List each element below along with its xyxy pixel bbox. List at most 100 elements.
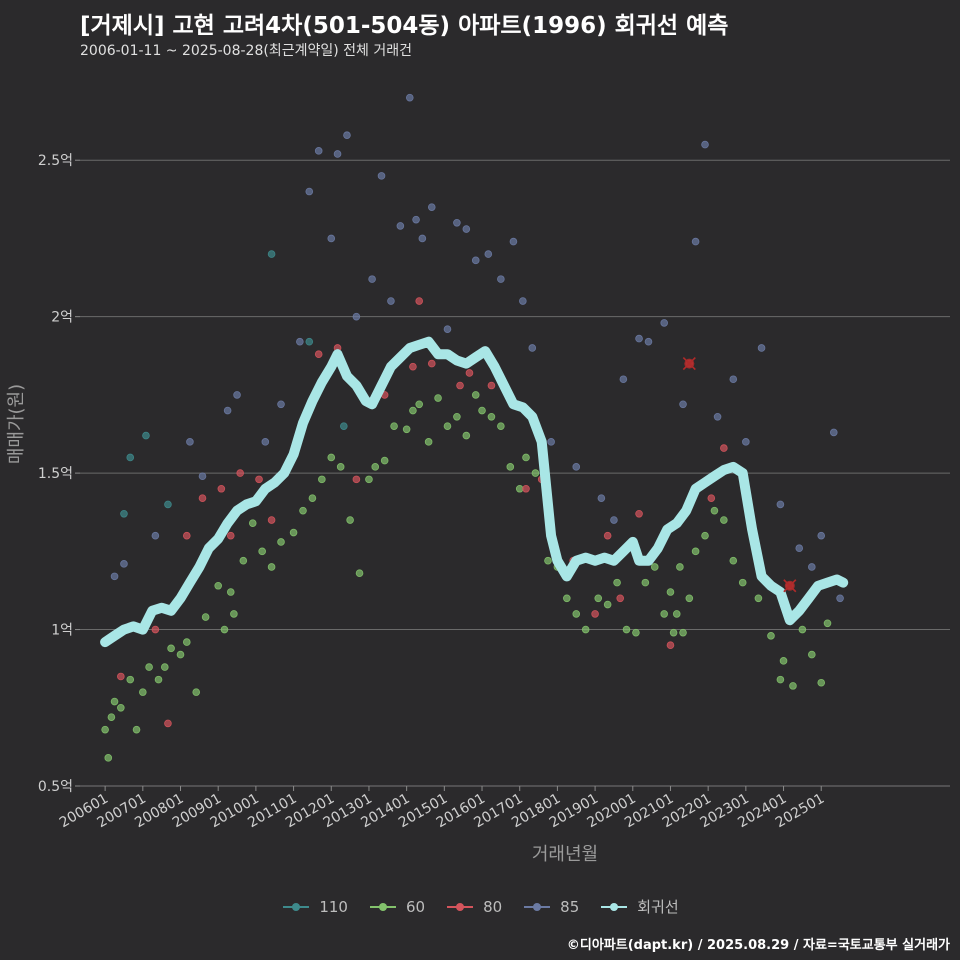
data-point-60 [506,463,515,471]
data-point-60 [738,578,747,587]
data-point-85 [151,531,160,540]
highlight-cross [783,579,797,593]
data-point-60 [823,619,832,628]
data-point-60 [613,578,621,587]
data-point-85 [223,406,232,415]
data-point-85 [619,375,628,384]
legend-key-icon [368,899,398,915]
data-point-60 [603,600,612,609]
legend-label: 85 [560,897,580,916]
data-point-85 [368,275,376,283]
data-point-85 [509,237,518,246]
data-point-60 [776,675,785,684]
legend-item-80: 80 [445,896,502,917]
data-point-60 [817,678,826,687]
data-point-60 [308,494,317,502]
legend-item-110: 110 [281,896,348,917]
data-point-85 [405,93,414,102]
data-points [101,93,844,762]
legend-key-icon [522,899,552,915]
data-point-85 [829,428,838,437]
data-point-85 [572,463,581,471]
data-point-80 [217,484,226,493]
data-point-60 [676,563,684,571]
data-point-85 [660,319,668,327]
data-point-60 [666,588,675,596]
data-point-60 [729,556,738,565]
data-point-60 [409,406,417,415]
data-point-60 [318,475,326,484]
data-point-80 [720,444,728,452]
data-point-60 [767,632,775,640]
data-point-60 [544,556,552,565]
data-point-80 [616,594,625,603]
legend-label: 80 [483,897,503,916]
data-point-60 [346,516,354,524]
data-point-60 [139,688,147,696]
data-point-60 [779,657,788,665]
data-point-85 [635,334,643,343]
data-point-80 [409,362,417,371]
data-point-80 [707,494,716,502]
data-point-85 [808,563,816,571]
data-point-85 [757,344,766,352]
trend-line [100,336,849,648]
y-axis-title: 매매가(원) [6,384,27,464]
data-point-60 [380,456,389,465]
grid-lines [80,159,950,787]
data-point-60 [453,412,461,421]
data-point-60 [101,725,109,734]
data-point-80 [182,531,191,540]
data-point-60 [145,663,153,671]
data-point-85 [277,400,285,409]
trend-line-group [100,336,849,648]
data-point-60 [798,625,807,634]
data-point-85 [644,337,653,346]
data-point-60 [176,650,185,659]
data-point-60 [789,682,797,690]
data-point-60 [167,644,175,653]
data-point-110 [126,453,135,462]
data-point-85 [396,222,405,230]
data-point-85 [198,472,207,481]
data-point-60 [462,431,471,440]
data-point-85 [484,250,493,258]
data-point-80 [151,625,160,634]
x-axis-title: 거래년월 [532,844,598,865]
data-point-60 [710,506,719,515]
legend-item-85: 85 [522,896,579,917]
data-point-85 [729,375,738,384]
data-point-60 [154,675,163,684]
data-point-60 [402,425,411,434]
data-point-60 [258,547,266,556]
data-point-85 [296,337,304,346]
data-point-85 [462,225,471,233]
legend-label: 110 [319,897,348,916]
data-point-60 [478,406,486,415]
data-point-60 [107,713,116,721]
data-point-60 [327,453,336,462]
legend: 110 60 80 85 회귀선 [0,896,960,917]
data-point-85 [352,312,361,321]
data-point-60 [182,638,191,646]
highlight-cross [682,357,696,371]
data-point-60 [226,588,235,596]
data-point-60 [691,547,700,556]
legend-key-icon [445,899,475,915]
y-tick-label: 0.5억 [38,779,73,795]
data-point-60 [531,469,540,477]
data-point-60 [487,412,496,421]
data-point-80 [267,516,276,524]
data-point-60 [679,628,687,637]
legend-label: 60 [405,897,426,916]
data-point-60 [355,569,364,578]
data-point-85 [610,516,618,524]
data-point-60 [161,663,169,671]
data-point-60 [497,422,505,430]
data-point-85 [343,131,351,139]
data-point-60 [669,628,678,637]
data-point-60 [126,675,135,684]
data-point-60 [117,703,125,712]
data-point-60 [632,628,640,637]
